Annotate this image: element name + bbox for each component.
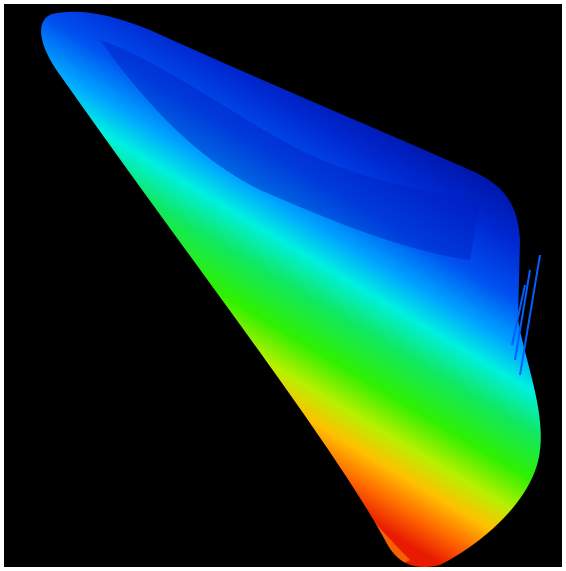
contour-plot-view: [0, 0, 566, 571]
page: {}: [0, 0, 566, 571]
